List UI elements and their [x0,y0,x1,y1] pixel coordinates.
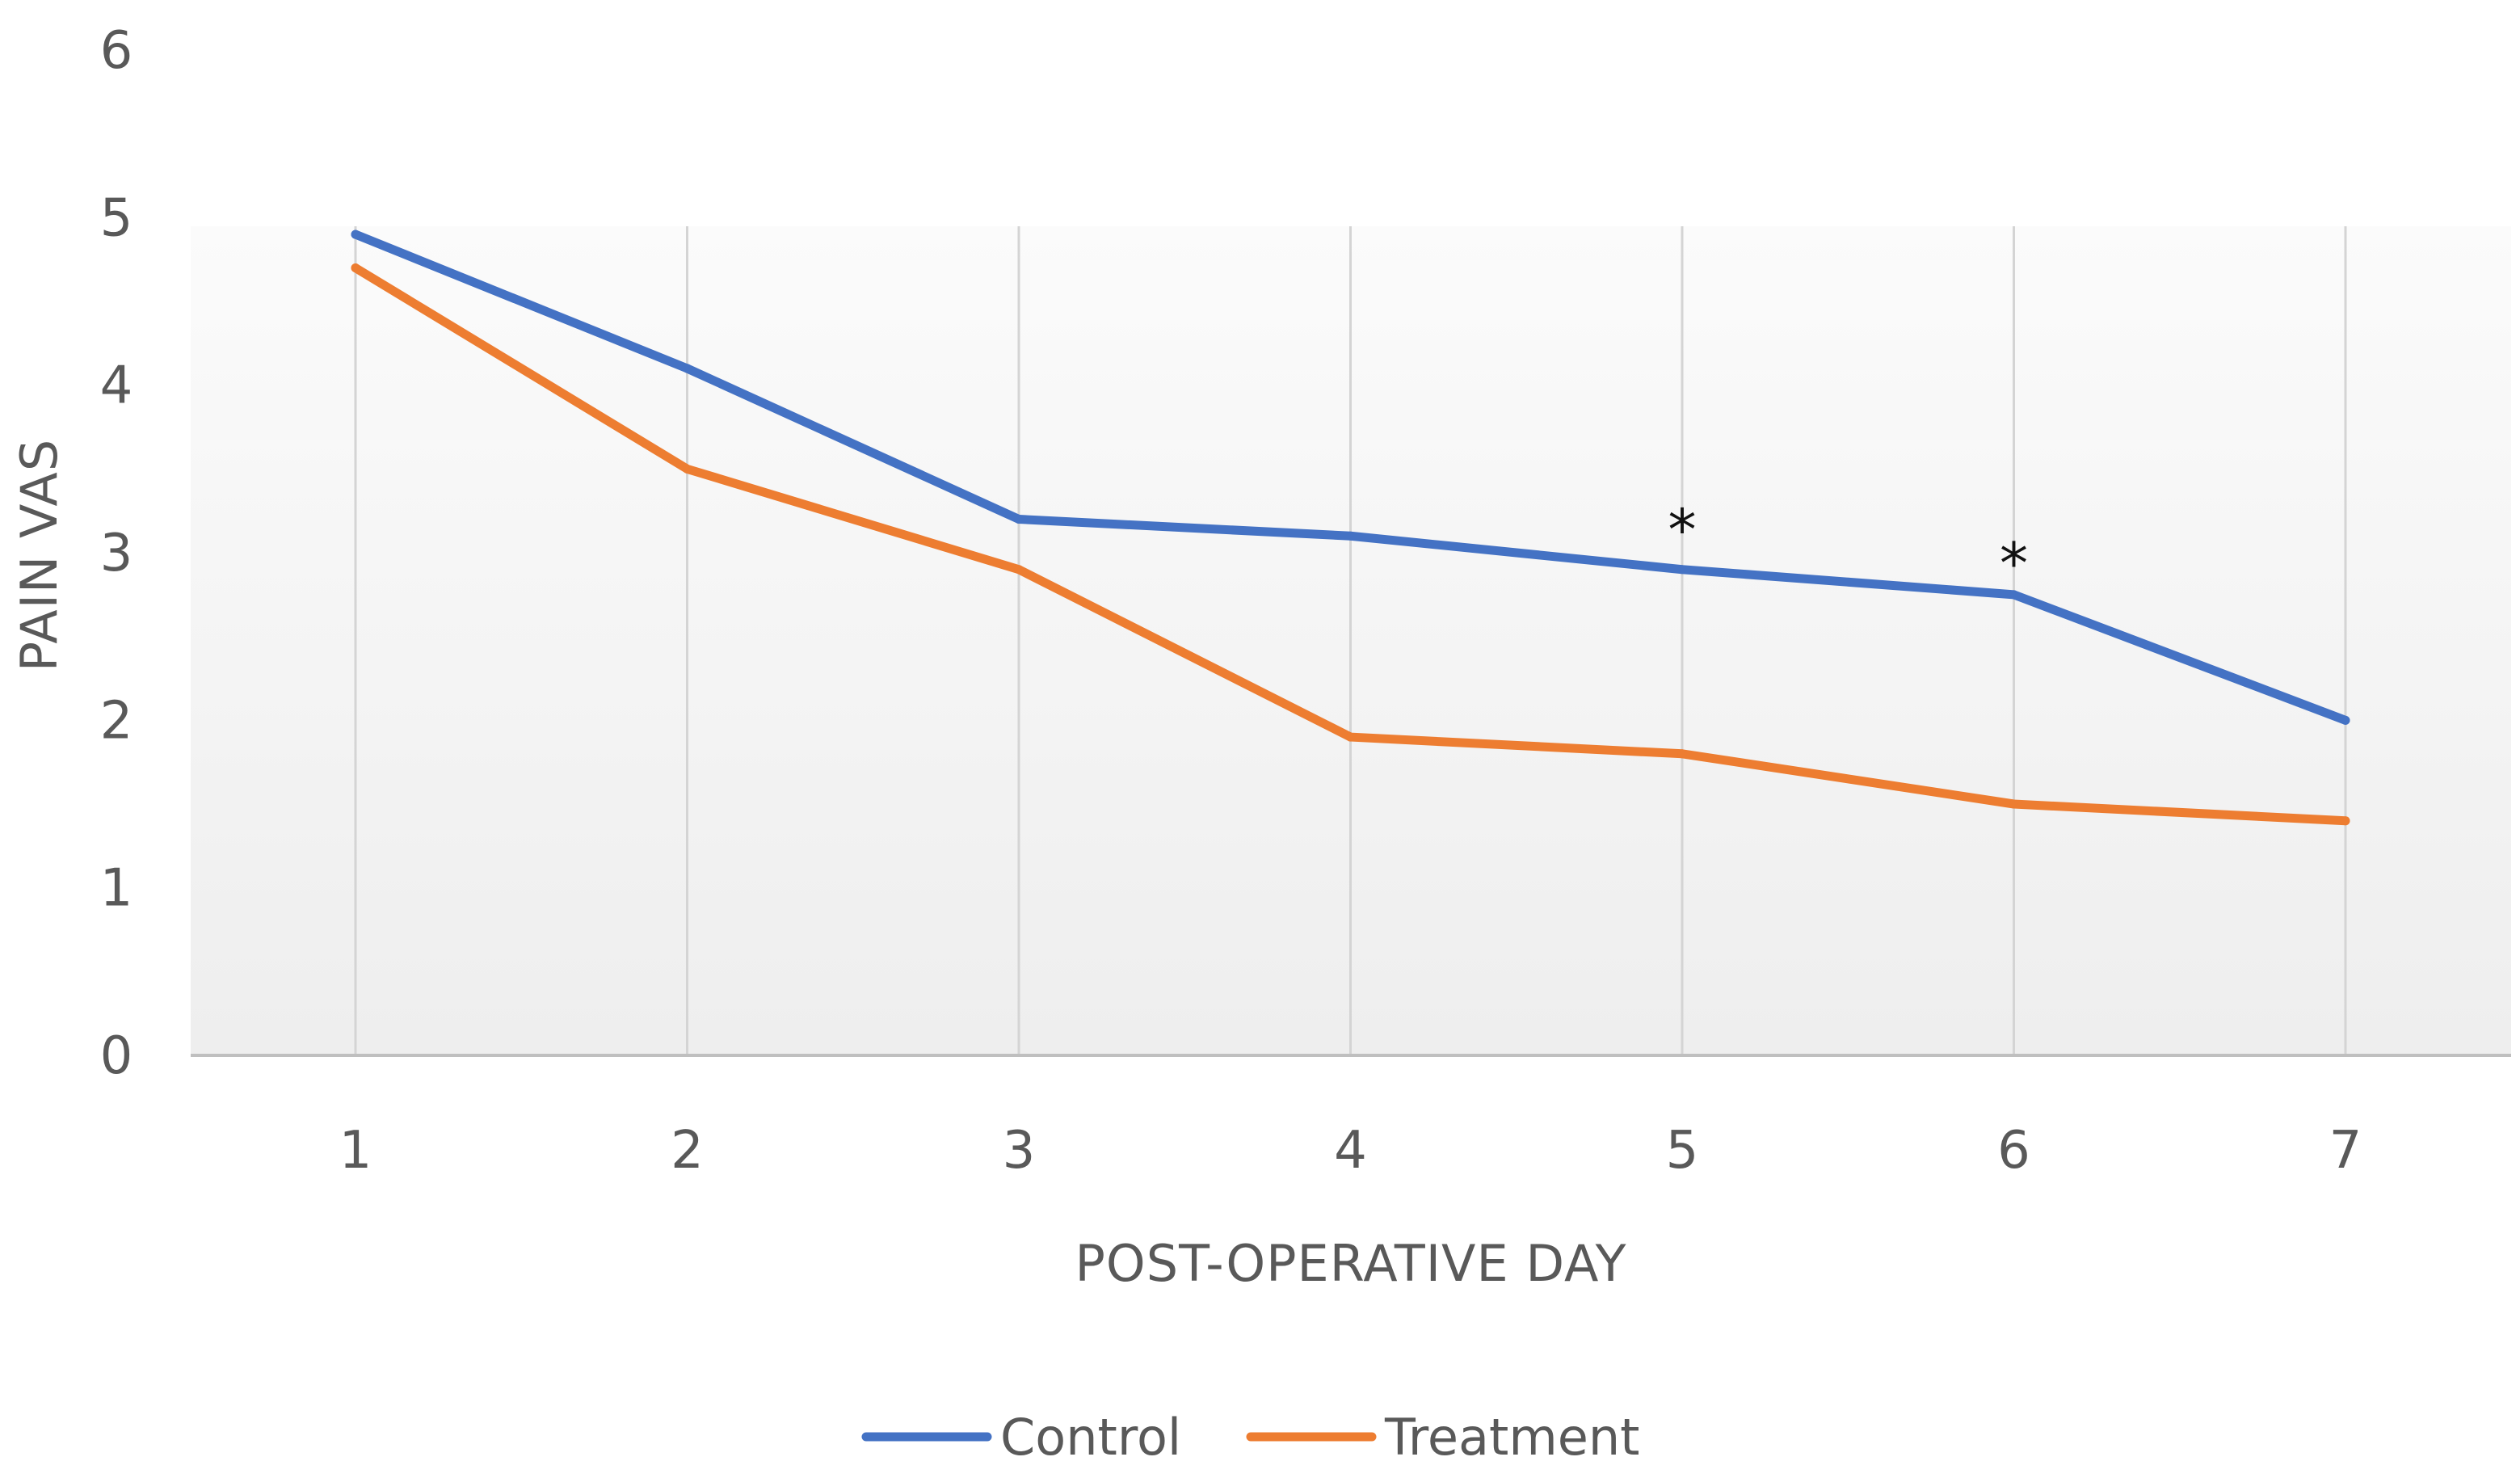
x-axis-title: POST-OPERATIVE DAY [1075,1234,1627,1293]
y-tick-label: 4 [100,356,133,416]
x-tick-label: 2 [671,1121,704,1181]
data-point-treatment-5 [1677,749,1687,759]
data-point-treatment-4 [1346,732,1355,742]
data-point-treatment-3 [1014,565,1024,575]
data-point-control-2 [683,364,692,373]
y-tick-label: 6 [100,21,133,81]
y-tick-label: 3 [100,524,133,583]
y-tick-label: 5 [100,188,133,248]
significance-asterisk: * [1668,497,1697,563]
data-point-control-5 [1677,565,1687,575]
y-axis-tick-labels: 0 1 2 3 4 5 6 [100,21,133,1086]
x-tick-label: 4 [1334,1121,1367,1181]
y-tick-label: 1 [100,859,133,919]
legend: Control Treatment [861,1408,1639,1467]
data-point-control-7 [2341,715,2350,725]
y-tick-label: 0 [100,1026,133,1086]
significance-asterisk: * [2000,531,2028,597]
legend-label-control: Control [1000,1408,1181,1467]
data-point-control-3 [1014,515,1024,524]
data-point-treatment-7 [2341,816,2350,826]
series-lines [351,229,2350,826]
y-tick-label: 2 [100,691,133,751]
data-point-control-4 [1346,531,1355,541]
x-tick-label: 3 [1003,1121,1036,1181]
legend-label-treatment: Treatment [1384,1408,1639,1467]
x-tick-label: 5 [1666,1121,1699,1181]
data-point-control-1 [351,229,360,239]
data-point-treatment-6 [2009,799,2018,809]
significance-annotations: ** [1668,497,2029,596]
y-axis-title: PAIN VAS [10,439,69,672]
x-tick-label: 1 [339,1121,372,1181]
data-point-treatment-2 [683,464,692,474]
x-tick-label: 7 [2329,1121,2362,1181]
x-axis-tick-labels: 1 2 3 4 5 6 7 [339,1121,2362,1181]
x-tick-label: 6 [1997,1121,2030,1181]
data-point-treatment-1 [351,263,360,273]
data-point-control-6 [2009,590,2018,600]
